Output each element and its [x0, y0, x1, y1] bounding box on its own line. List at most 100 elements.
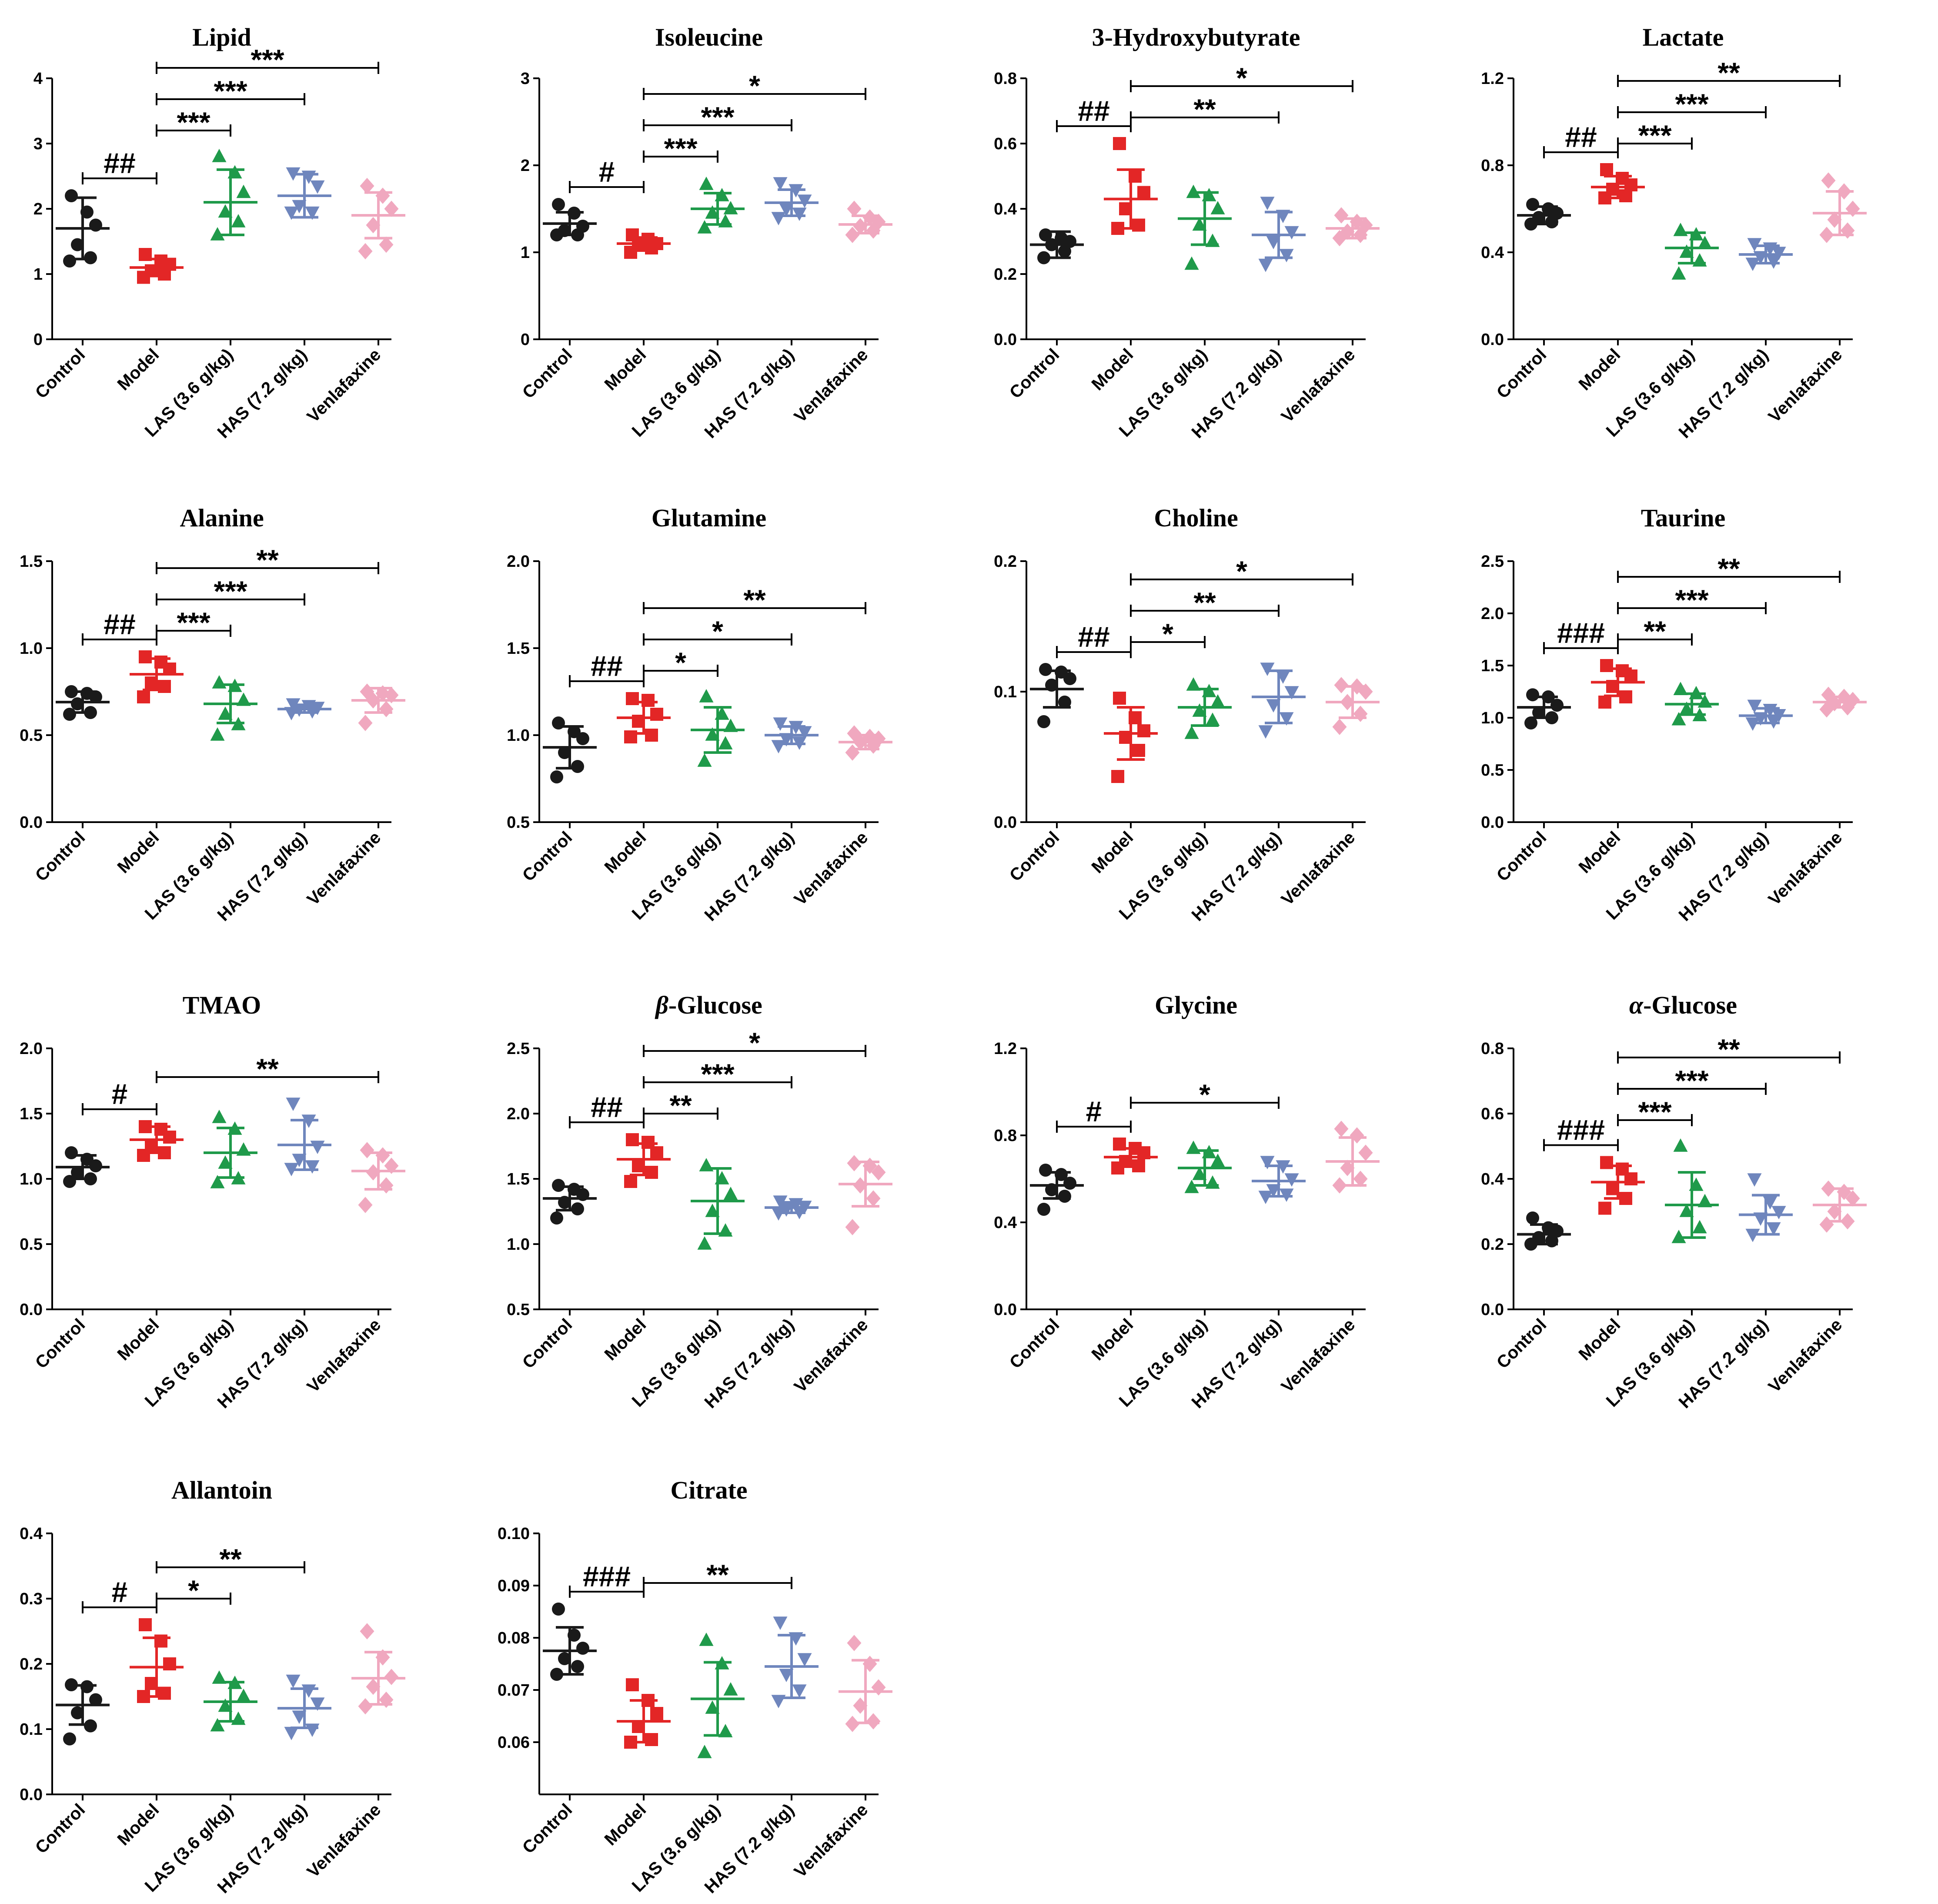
significance-label: ## — [104, 608, 135, 640]
data-point — [718, 1223, 733, 1237]
data-point — [1276, 210, 1290, 223]
data-point — [1763, 704, 1778, 717]
data-point — [568, 725, 581, 738]
data-point — [699, 1158, 714, 1171]
data-point — [310, 180, 325, 194]
panel-title: Lactate — [1643, 23, 1724, 51]
data-point — [650, 1146, 663, 1159]
x-category-label: Model — [601, 345, 650, 394]
data-point — [236, 693, 251, 706]
significance-bracket: *** — [1617, 584, 1767, 616]
series-control — [1030, 663, 1084, 728]
data-point — [789, 184, 803, 197]
data-point — [1205, 1175, 1220, 1189]
x-category-label: Control — [1493, 828, 1550, 885]
series-venlafaxine — [351, 1142, 405, 1213]
significance-label: ** — [706, 1559, 729, 1591]
data-point — [624, 1736, 637, 1749]
series-venlafaxine — [839, 1155, 892, 1235]
data-point — [384, 687, 399, 703]
data-point — [1113, 1138, 1126, 1151]
data-point — [1284, 686, 1299, 699]
series-venlafaxine — [1813, 172, 1867, 243]
data-point — [360, 1142, 374, 1158]
data-point — [1260, 1156, 1275, 1169]
data-point — [705, 1204, 720, 1217]
significance-bracket: *** — [643, 101, 792, 133]
data-point — [797, 194, 812, 208]
data-point — [558, 1652, 571, 1665]
series-las-3-6-g-kg — [1178, 677, 1232, 739]
data-point — [715, 1171, 729, 1185]
data-point — [797, 1653, 812, 1666]
data-point — [697, 1745, 712, 1758]
data-point — [1840, 222, 1855, 239]
data-point — [1332, 1177, 1347, 1194]
data-point — [137, 271, 150, 284]
series-venlafaxine — [1326, 1121, 1380, 1194]
data-point — [718, 1724, 733, 1737]
data-point — [358, 1197, 373, 1213]
y-tick-label: 0.09 — [498, 1577, 530, 1595]
data-point — [705, 1700, 720, 1714]
significance-label: *** — [1638, 119, 1671, 151]
significance-bracket: ### — [569, 1560, 645, 1598]
data-point — [227, 679, 242, 692]
data-point — [871, 1679, 886, 1696]
series-las-3-6-g-kg — [204, 1670, 257, 1732]
data-point — [1689, 686, 1704, 699]
data-point — [1055, 1168, 1068, 1181]
data-point — [1619, 1192, 1632, 1205]
y-tick-label: 0.4 — [1481, 244, 1504, 262]
series-has-7-2-g-kg — [277, 698, 331, 720]
series-model — [1104, 692, 1158, 783]
data-point — [236, 1689, 251, 1702]
data-point — [771, 1207, 786, 1221]
data-point — [218, 1698, 233, 1712]
series-las-3-6-g-kg — [691, 1158, 745, 1250]
data-point — [63, 1732, 76, 1746]
data-point — [89, 1159, 102, 1172]
data-point — [1058, 244, 1071, 258]
series-venlafaxine — [839, 201, 892, 243]
x-category-label: Control — [1006, 828, 1063, 885]
significance-bracket: *** — [156, 575, 305, 607]
data-point — [624, 1175, 637, 1188]
data-point — [1679, 701, 1694, 715]
data-point — [1679, 1204, 1694, 1217]
series-model — [617, 692, 671, 743]
significance-bracket: ** — [1130, 586, 1280, 619]
data-point — [145, 1677, 158, 1690]
series-model — [130, 650, 184, 703]
data-point — [1132, 1159, 1145, 1172]
data-point — [84, 1719, 97, 1733]
data-point — [650, 1707, 663, 1720]
data-point — [1266, 699, 1281, 713]
data-point — [853, 1697, 868, 1714]
data-point — [1524, 716, 1537, 729]
y-tick-label: 0.2 — [994, 552, 1017, 571]
data-point — [1210, 1154, 1225, 1167]
data-point — [571, 228, 584, 241]
series-venlafaxine — [1326, 677, 1380, 735]
data-point — [145, 676, 158, 689]
data-point — [286, 1674, 301, 1688]
data-point — [284, 707, 299, 720]
series-venlafaxine — [1813, 686, 1867, 718]
data-point — [1673, 1138, 1688, 1152]
data-point — [1598, 1201, 1611, 1215]
data-point — [379, 236, 394, 253]
data-point — [853, 218, 868, 234]
data-point — [792, 1684, 807, 1698]
data-point — [1624, 1172, 1637, 1185]
panel-title-text: Glutamine — [652, 504, 766, 532]
series-has-7-2-g-kg — [765, 177, 819, 225]
y-tick-label: 0.1 — [994, 683, 1017, 701]
data-point — [89, 1693, 102, 1707]
data-point — [632, 1159, 645, 1172]
x-category-label: Model — [601, 1800, 650, 1849]
